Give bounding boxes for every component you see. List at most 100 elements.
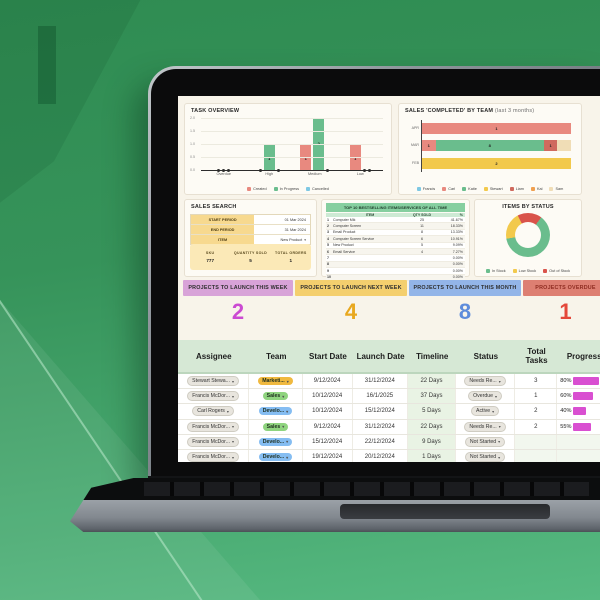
status-dropdown[interactable]: Active ▾ xyxy=(470,406,500,417)
gridline xyxy=(201,118,383,119)
start-date-cell: 19/12/2024 xyxy=(303,449,353,462)
legend-swatch xyxy=(549,187,554,191)
team-dropdown[interactable]: Develo... ▾ xyxy=(258,453,293,462)
top10-rank: 2 xyxy=(327,224,329,229)
team-row-label: MAR xyxy=(411,143,419,148)
gridline xyxy=(201,170,383,171)
total-orders-summary: TOTAL ORDERS 1 xyxy=(271,244,311,270)
progress-bar xyxy=(573,392,593,401)
top10-card: TOP 10 BESTSELLING ITEMS/SERVICES OF ALL… xyxy=(321,199,470,281)
team-bar-row: APR 1 xyxy=(412,123,571,135)
laptop-base xyxy=(70,478,600,532)
status-dropdown[interactable]: Needs Re... ▾ xyxy=(464,421,506,432)
bar-segment: 8 xyxy=(435,140,544,152)
segment-value-label: 2 xyxy=(495,160,498,166)
total-tasks-cell: 3 xyxy=(515,374,558,389)
legend-label: In Stock xyxy=(491,269,506,273)
total-orders-label: TOTAL ORDERS xyxy=(275,251,307,255)
projects-table-rows: Stewart Stewa... ▾ Marketi... ▾ 9/12/2024 … xyxy=(178,374,600,462)
top10-row: 5 New Product 5 9.09% xyxy=(326,242,465,249)
top10-row: 8 0.00% xyxy=(326,261,465,269)
status-dropdown[interactable]: Not Started ▾ xyxy=(464,452,506,462)
team-dropdown[interactable]: Develo... ▾ xyxy=(258,437,293,446)
x-axis-label: High xyxy=(265,172,274,176)
assignee-dropdown[interactable]: Francis McDor... ▾ xyxy=(187,452,239,462)
progress-cell: 60% xyxy=(557,389,600,403)
status-dropdown[interactable]: Needs Re... ▾ xyxy=(464,376,506,387)
top10-rank: 8 xyxy=(327,262,329,267)
top10-pct: 0.00% xyxy=(452,275,463,280)
sales-by-team-title: SALES 'COMPLETED' BY TEAM (last 3 months… xyxy=(399,104,581,116)
banner-label: PROJECTS OVERDUE xyxy=(523,280,600,296)
sales-by-team-subtitle: (last 3 months) xyxy=(494,108,535,114)
launch-date-cell: 15/12/2024 xyxy=(353,404,409,419)
top10-pct: 0.00% xyxy=(452,268,463,273)
chevron-down-icon: ▾ xyxy=(231,393,234,399)
launch-date-cell: 31/12/2024 xyxy=(353,374,409,389)
legend-swatch xyxy=(462,187,467,191)
start-period-input[interactable]: 01 Mar 2024 xyxy=(254,215,310,224)
chevron-down-icon: ▾ xyxy=(286,408,289,414)
gridline xyxy=(201,131,383,132)
bar-value-label: 1 xyxy=(304,155,307,161)
legend-label: Created xyxy=(253,187,267,191)
team-dropdown[interactable]: Sales ▾ xyxy=(262,392,289,401)
item-select[interactable]: New Product ▾ xyxy=(254,235,310,244)
top10-rank: 9 xyxy=(327,268,329,273)
assignee-dropdown[interactable]: Francis McDor... ▾ xyxy=(187,421,239,432)
launch-date-cell: 22/12/2024 xyxy=(353,434,409,449)
total-tasks-cell: 2 xyxy=(515,419,558,434)
item-select-value: New Product xyxy=(280,237,303,242)
status-dropdown[interactable]: Overdue ▾ xyxy=(468,391,503,402)
assignee-dropdown[interactable]: Stewart Stewa... ▾ xyxy=(187,376,239,387)
progress-percent: 60% xyxy=(560,393,572,400)
bar-segment xyxy=(557,140,571,152)
legend-item: Liam xyxy=(509,187,524,191)
legend-item: Francis xyxy=(416,187,435,191)
legend-swatch xyxy=(530,187,535,191)
chevron-down-icon: ▾ xyxy=(498,439,501,445)
task-overview-card: TASK OVERVIEW Overdue 1 High 1 2 Medium 1 Low 2… xyxy=(184,103,392,195)
item-row: ITEM New Product ▾ xyxy=(191,235,310,244)
background-dark-rectangle xyxy=(38,26,56,104)
bar-segment: 1 xyxy=(422,140,436,152)
progress-bar xyxy=(573,377,600,386)
team-dropdown[interactable]: Marketi... ▾ xyxy=(258,377,293,386)
chevron-down-icon: ▾ xyxy=(498,454,501,460)
top10-row: 1 Computer Mik 25 41.67% xyxy=(326,217,465,224)
table-row: Stewart Stewa... ▾ Marketi... ▾ 9/12/2024 … xyxy=(178,374,600,390)
progress-cell: 40% xyxy=(557,404,600,418)
top10-pct: 41.67% xyxy=(450,217,463,222)
segment-value-label: 1 xyxy=(427,143,430,149)
banner-label: PROJECTS TO LAUNCH THIS MONTH xyxy=(409,280,521,296)
projects-table: Assignee Team Start Date Launch Date Tim… xyxy=(178,340,600,462)
start-period-value: 01 Mar 2024 xyxy=(284,217,306,222)
y-axis-tick: 2.0 xyxy=(190,116,195,120)
assignee-dropdown[interactable]: Carl Rogers ▾ xyxy=(192,406,234,417)
bar-value-label: 1 xyxy=(354,155,357,161)
header-assignee: Assignee xyxy=(195,351,232,361)
total-tasks-cell xyxy=(515,434,558,449)
timeline-cell: 22 Days xyxy=(408,374,456,389)
chevron-down-icon: ▾ xyxy=(492,408,495,414)
status-dropdown[interactable]: Not Started ▾ xyxy=(464,436,506,447)
team-dropdown[interactable]: Develo... ▾ xyxy=(258,407,293,416)
team-dropdown[interactable]: Sales ▾ xyxy=(262,422,289,431)
sku-value: 777 xyxy=(206,258,214,263)
legend-item: Sam xyxy=(549,187,563,191)
team-row-label: FEB xyxy=(412,160,419,165)
assignee-dropdown[interactable]: Francis McDor... ▾ xyxy=(187,391,239,402)
banner-label: PROJECTS TO LAUNCH THIS WEEK xyxy=(183,280,293,296)
end-period-input[interactable]: 31 Mar 2024 xyxy=(254,225,310,234)
top10-item: Computer Screen xyxy=(333,224,362,229)
legend-label: Low Stock xyxy=(518,269,537,273)
sales-by-team-title-text: SALES 'COMPLETED' BY TEAM xyxy=(405,108,494,114)
legend-swatch xyxy=(485,269,490,273)
total-tasks-cell: 2 xyxy=(515,404,558,419)
bar-value-label: 1 xyxy=(268,155,271,161)
timeline-cell: 37 Days xyxy=(408,389,456,404)
assignee-dropdown[interactable]: Francis McDor... ▾ xyxy=(187,436,239,447)
laptop-keyboard xyxy=(70,478,600,500)
header-launch-date: Launch Date xyxy=(356,351,405,361)
legend-label: Carl xyxy=(448,187,456,191)
